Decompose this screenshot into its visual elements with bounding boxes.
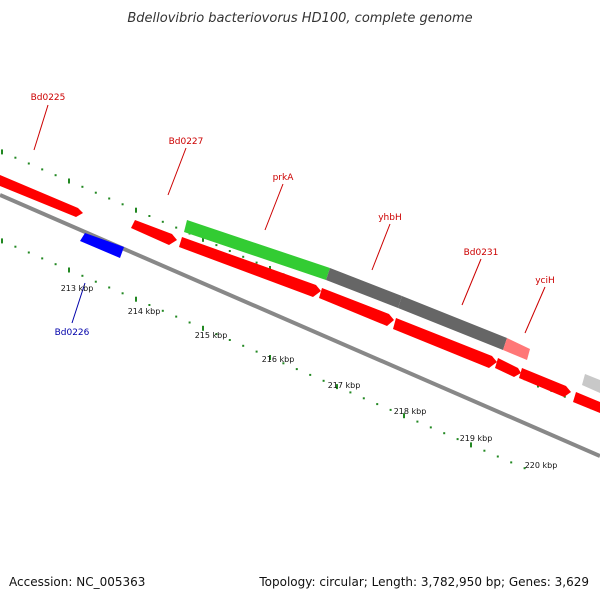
gene-label-yhbh[interactable]: yhbH	[378, 213, 402, 223]
scale-label-220: 220 kbp	[525, 461, 558, 470]
lower-tick-row	[1, 238, 526, 470]
gene-arrow-small[interactable]	[495, 358, 521, 377]
accession-text: Accession: NC_005363	[9, 575, 145, 589]
dark-feature-yhbh[interactable]	[326, 268, 402, 308]
gene-label-bd0227[interactable]: Bd0227	[169, 137, 204, 147]
genome-backbone	[0, 193, 600, 458]
gene-label-bd0225[interactable]: Bd0225	[31, 93, 66, 103]
map-title: Bdellovibrio bacteriovorus HD100, comple…	[127, 11, 472, 26]
scale-label-217: 217 kbp	[328, 381, 361, 390]
scale-label-218: 218 kbp	[394, 407, 427, 416]
leader-bd0225	[33, 104, 49, 151]
gene-arrow-edge[interactable]	[573, 392, 600, 413]
gene-arrow-green[interactable]	[184, 220, 330, 280]
scale-label-214: 214 kbp	[128, 307, 161, 316]
feature-track	[0, 175, 600, 413]
dark-feature-bd0231[interactable]	[398, 296, 507, 350]
scale-label-216: 216 kbp	[262, 355, 295, 364]
scale-label-215: 215 kbp	[195, 331, 228, 340]
genome-summary-text: Topology: circular; Length: 3,782,950 bp…	[258, 575, 589, 589]
gene-arrow-bd0225[interactable]	[0, 175, 83, 217]
gene-label-prka[interactable]: prkA	[273, 173, 295, 183]
leader-ycih	[524, 286, 546, 334]
leader-prka	[264, 183, 284, 231]
leader-bd0226	[71, 282, 86, 324]
gene-label-bd0226[interactable]: Bd0226	[55, 328, 90, 338]
leader-bd0231	[461, 258, 482, 306]
gene-arrow-prka[interactable]	[179, 237, 321, 297]
gene-label-bd0231[interactable]: Bd0231	[464, 248, 499, 258]
gene-arrow-ycih[interactable]	[519, 368, 571, 397]
gene-arrow-bd0227[interactable]	[131, 220, 177, 245]
leader-yhbh	[371, 223, 391, 271]
gene-arrow-bd0231[interactable]	[393, 318, 497, 368]
grey-feature[interactable]	[582, 374, 600, 393]
gene-arrow-yhbh[interactable]	[319, 288, 394, 326]
gene-label-ycih[interactable]: yciH	[535, 276, 555, 286]
light-feature-ycih[interactable]	[503, 338, 530, 360]
scale-label-219: 219 kbp	[460, 434, 493, 443]
gene-arrow-bd0226[interactable]	[80, 233, 124, 258]
leader-bd0227	[167, 147, 187, 196]
scale-label-213: 213 kbp	[61, 284, 94, 293]
